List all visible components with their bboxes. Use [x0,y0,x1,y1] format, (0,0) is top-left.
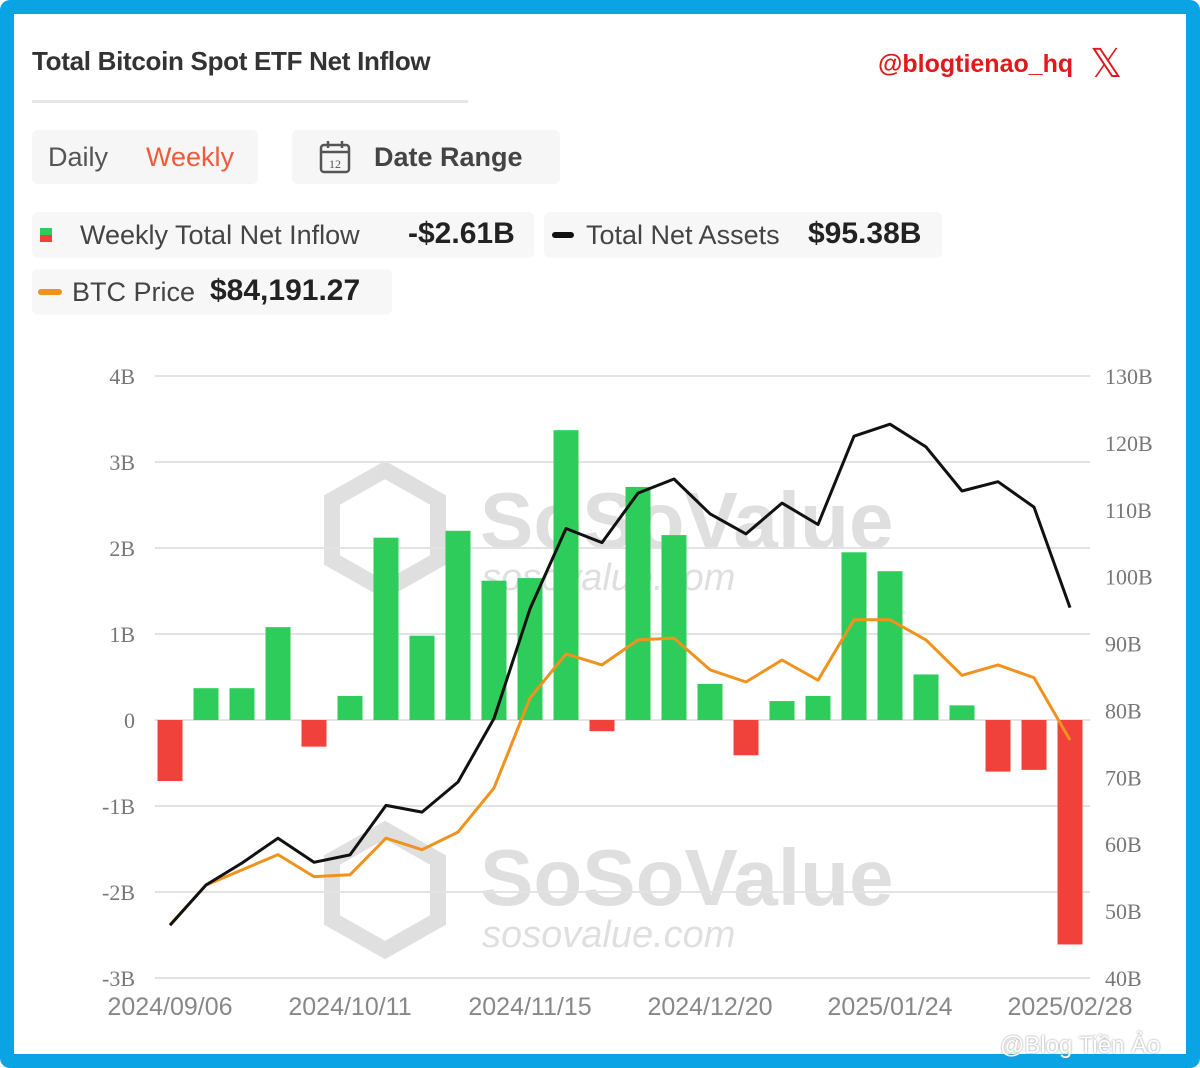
inflow-bar [1021,720,1047,770]
inflow-legend-swatch [40,228,52,242]
inflow-bar [373,537,399,720]
right-axis-tick: 50B [1105,899,1142,924]
legend-inflow[interactable]: Weekly Total Net Inflow -$2.61B [32,212,534,258]
btc-price-line [168,618,1072,926]
inflow-bar [193,688,219,720]
calendar-icon: 12 [319,141,351,174]
inflow-bar [733,720,759,756]
right-axis-tick: 70B [1105,765,1142,790]
x-axis-tick: 2025/01/24 [827,993,952,1021]
left-axis-tick: 0 [124,708,135,733]
interval-toggle: Daily Weekly [32,130,258,184]
inflow-bar [949,705,975,720]
left-axis-tick: 3B [109,450,135,475]
x-axis-tick: 2024/12/20 [647,993,772,1021]
total-net-assets-line [168,422,1072,927]
inflow-legend-value: -$2.61B [408,217,515,250]
price-legend-label: BTC Price [72,277,196,307]
inflow-bar [661,535,687,720]
assets-legend-value: $95.38B [808,217,922,250]
date-range-label: Date Range [374,142,523,172]
right-axis-tick: 90B [1105,632,1142,657]
left-axis-tick: -3B [102,966,135,991]
watermark-brand: SoSoValue [480,833,893,922]
inflow-bar [877,571,903,720]
inflow-bar [445,530,471,720]
inflow-bar [769,701,795,720]
inflow-bar [1057,720,1083,945]
right-axis-tick: 110B [1105,498,1152,523]
right-axis-tick: 130B [1105,364,1153,389]
inflow-bar [913,674,939,720]
inflow-bar [985,720,1011,772]
left-axis-tick: 4B [109,364,135,389]
credit-watermark: @Blog Tiền Ảo [1000,1032,1161,1059]
left-axis-tick: 2B [109,536,135,561]
left-axis-tick: -2B [102,880,135,905]
inflow-bar [553,430,579,720]
inflow-bar [697,683,723,720]
date-range-button[interactable]: 12 Date Range [292,130,560,184]
inflow-bar [481,580,507,720]
assets-legend-swatch [552,232,574,238]
x-axis-tick: 2025/02/28 [1007,993,1132,1021]
social-handle: @blogtienao_hq [878,50,1074,78]
chart-title: Total Bitcoin Spot ETF Net Inflow [32,46,431,76]
right-axis-tick: 40B [1105,966,1142,991]
inflow-bar [229,688,255,720]
right-axis-tick: 80B [1105,698,1142,723]
inflow-legend-label: Weekly Total Net Inflow [80,220,360,250]
weekly-tab[interactable]: Weekly [146,142,235,172]
inflow-bar [805,695,831,720]
right-axis-tick: 120B [1105,431,1153,456]
right-axis-tick: 100B [1105,565,1153,590]
left-axis-tick: 1B [109,622,135,647]
right-axis-tick: 60B [1105,832,1142,857]
price-legend-swatch [38,289,62,295]
x-logo-icon: 𝕏 [1090,42,1123,86]
calendar-day: 12 [329,157,341,171]
daily-tab[interactable]: Daily [48,142,109,172]
watermark-site: sosovalue.com [482,914,735,956]
legend-assets[interactable]: Total Net Assets $95.38B [544,212,942,258]
left-axis-tick: -1B [102,794,135,819]
inflow-bar [337,695,363,720]
watermark-top: SoSoValue sosovalue.com [324,460,893,600]
x-axis-tick: 2024/10/11 [288,993,411,1021]
inflow-bar [301,720,327,747]
title-divider [32,100,468,103]
legend-price[interactable]: BTC Price $84,191.27 [32,269,392,315]
inflow-bar [625,486,651,720]
inflow-bar [589,720,615,732]
inflow-bar [157,720,183,782]
price-legend-value: $84,191.27 [210,274,361,307]
inflow-bar [265,627,291,720]
inflow-bar [409,635,435,720]
x-axis-tick: 2024/11/15 [468,993,591,1021]
x-axis-tick: 2024/09/06 [107,993,232,1021]
assets-legend-label: Total Net Assets [586,220,780,250]
chart-card [14,14,1186,1054]
